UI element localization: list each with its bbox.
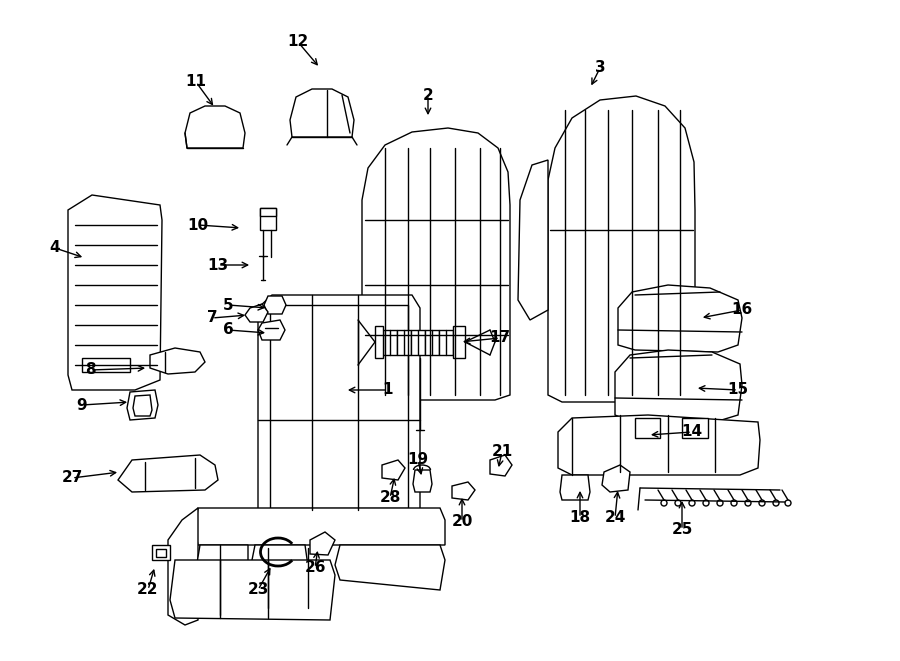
Polygon shape: [635, 418, 660, 438]
Polygon shape: [397, 330, 411, 355]
Polygon shape: [452, 482, 475, 500]
Polygon shape: [156, 549, 166, 557]
Polygon shape: [362, 128, 510, 400]
Circle shape: [689, 500, 695, 506]
Polygon shape: [332, 310, 362, 395]
Text: 1: 1: [382, 383, 393, 397]
Text: 21: 21: [491, 444, 513, 459]
Text: 23: 23: [248, 582, 269, 598]
Text: 8: 8: [85, 362, 95, 377]
Text: 12: 12: [287, 34, 309, 50]
Polygon shape: [127, 390, 158, 420]
Circle shape: [785, 500, 791, 506]
Polygon shape: [602, 465, 630, 492]
Polygon shape: [560, 475, 590, 500]
Circle shape: [717, 500, 723, 506]
Polygon shape: [82, 358, 130, 372]
Text: 27: 27: [61, 471, 83, 485]
Text: 6: 6: [222, 323, 233, 338]
Text: 9: 9: [76, 397, 87, 412]
Polygon shape: [185, 106, 245, 148]
Polygon shape: [245, 304, 268, 322]
Polygon shape: [425, 330, 439, 355]
Text: 16: 16: [732, 303, 752, 317]
Polygon shape: [375, 326, 383, 358]
Text: 15: 15: [727, 383, 749, 397]
Text: 13: 13: [207, 258, 229, 272]
Polygon shape: [310, 532, 335, 555]
Polygon shape: [270, 305, 408, 508]
Circle shape: [745, 500, 751, 506]
Polygon shape: [615, 350, 742, 422]
Polygon shape: [118, 455, 218, 492]
Polygon shape: [248, 545, 310, 610]
Text: 17: 17: [490, 330, 510, 346]
Polygon shape: [618, 285, 742, 352]
Polygon shape: [290, 89, 354, 137]
Polygon shape: [383, 330, 397, 355]
Text: 20: 20: [451, 514, 472, 529]
Polygon shape: [260, 208, 276, 230]
Polygon shape: [518, 160, 548, 320]
Polygon shape: [335, 545, 445, 590]
Text: 26: 26: [304, 561, 326, 576]
Text: 4: 4: [50, 241, 60, 256]
Polygon shape: [453, 326, 465, 358]
Polygon shape: [170, 560, 335, 620]
Polygon shape: [260, 208, 276, 216]
Polygon shape: [411, 330, 425, 355]
Text: 10: 10: [187, 217, 209, 233]
Polygon shape: [258, 320, 285, 340]
Text: 28: 28: [379, 490, 400, 506]
Text: 11: 11: [185, 75, 206, 89]
Circle shape: [661, 500, 667, 506]
Text: 5: 5: [222, 297, 233, 313]
Circle shape: [773, 500, 779, 506]
Polygon shape: [68, 195, 162, 390]
Polygon shape: [133, 395, 152, 416]
Polygon shape: [682, 418, 708, 438]
Text: 25: 25: [671, 522, 693, 537]
Text: 3: 3: [595, 61, 606, 75]
Polygon shape: [548, 96, 695, 402]
Polygon shape: [168, 508, 198, 625]
Polygon shape: [558, 415, 760, 475]
Text: 22: 22: [137, 582, 158, 598]
Circle shape: [759, 500, 765, 506]
Text: 7: 7: [207, 311, 217, 325]
Polygon shape: [490, 455, 512, 476]
Polygon shape: [264, 296, 286, 314]
Text: 19: 19: [408, 453, 428, 467]
Text: 2: 2: [423, 87, 434, 102]
Polygon shape: [150, 348, 205, 374]
Text: 18: 18: [570, 510, 590, 525]
Polygon shape: [195, 508, 445, 545]
Circle shape: [675, 500, 681, 506]
Polygon shape: [382, 460, 405, 480]
Polygon shape: [152, 545, 170, 560]
Text: 14: 14: [681, 424, 703, 440]
Polygon shape: [413, 470, 432, 492]
Polygon shape: [195, 545, 248, 610]
Polygon shape: [258, 295, 420, 520]
Circle shape: [731, 500, 737, 506]
Polygon shape: [439, 330, 453, 355]
Circle shape: [703, 500, 709, 506]
Text: 24: 24: [604, 510, 626, 525]
